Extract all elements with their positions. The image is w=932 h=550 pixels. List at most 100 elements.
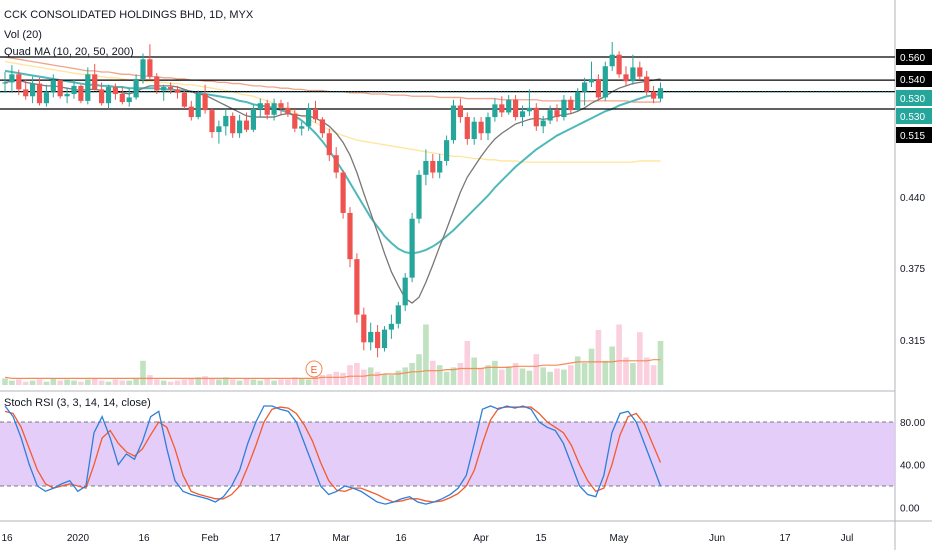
candle-body[interactable] — [50, 80, 56, 92]
candle-body[interactable] — [651, 91, 657, 99]
candle-body[interactable] — [609, 54, 615, 67]
candle-body[interactable] — [64, 93, 70, 97]
candle-body[interactable] — [347, 212, 353, 260]
candle-body[interactable] — [637, 67, 643, 77]
candle-body[interactable] — [140, 59, 146, 79]
candle-body[interactable] — [478, 121, 484, 134]
candle-body[interactable] — [657, 88, 664, 99]
candle-body[interactable] — [57, 80, 63, 97]
candle-body[interactable] — [105, 87, 112, 104]
candle-body[interactable] — [292, 113, 298, 129]
candle-body[interactable] — [388, 323, 394, 330]
candle-body[interactable] — [368, 331, 374, 343]
candle-body[interactable] — [471, 121, 477, 140]
candle-body[interactable] — [209, 110, 215, 133]
candle-body[interactable] — [78, 85, 84, 101]
candle-body[interactable] — [561, 99, 567, 118]
candle-body[interactable] — [354, 259, 360, 315]
candle-body[interactable] — [195, 93, 201, 118]
candle-body[interactable] — [437, 160, 443, 173]
candle-body[interactable] — [237, 120, 243, 134]
candle-body[interactable] — [416, 174, 422, 219]
candle-body[interactable] — [2, 82, 8, 84]
candle-body[interactable] — [375, 331, 381, 349]
candle-body[interactable] — [92, 74, 98, 90]
candlesticks[interactable] — [2, 41, 664, 358]
candle-body[interactable] — [464, 117, 470, 140]
candle-body[interactable] — [602, 66, 608, 98]
earnings-marker[interactable]: E — [305, 360, 323, 378]
candle-body[interactable] — [395, 305, 401, 324]
candle-body[interactable] — [243, 120, 250, 130]
candle-body[interactable] — [616, 54, 622, 75]
candle-body[interactable] — [181, 92, 187, 107]
candle-body[interactable] — [444, 140, 450, 161]
candle-body[interactable] — [271, 103, 277, 115]
candle-body[interactable] — [188, 106, 194, 118]
candle-body[interactable] — [126, 97, 132, 103]
candle-body[interactable] — [36, 83, 43, 104]
candle-body[interactable] — [457, 105, 463, 118]
candle-body[interactable] — [147, 59, 153, 77]
candle-body[interactable] — [582, 82, 588, 92]
candle-body[interactable] — [99, 89, 105, 104]
candle-body[interactable] — [257, 103, 263, 109]
candle-body[interactable] — [23, 89, 29, 97]
candle-body[interactable] — [43, 91, 49, 104]
candle-body[interactable] — [409, 218, 415, 278]
stoch-rsi-legend[interactable]: Stoch RSI (3, 3, 14, 14, close) — [4, 397, 151, 409]
candle-body[interactable] — [112, 87, 118, 94]
candle-body[interactable] — [133, 78, 139, 98]
candle-body[interactable] — [174, 89, 181, 93]
candle-body[interactable] — [333, 155, 339, 173]
candle-body[interactable] — [264, 103, 270, 115]
earnings-marker-circle[interactable] — [305, 360, 323, 378]
candle-body[interactable] — [381, 329, 388, 349]
candle-body[interactable] — [16, 74, 22, 90]
candle-body[interactable] — [306, 108, 312, 127]
ma-legend[interactable]: Quad MA (10, 20, 50, 200) — [4, 46, 134, 58]
candle-body[interactable] — [513, 99, 519, 118]
candle-body[interactable] — [430, 160, 436, 173]
candle-body[interactable] — [340, 172, 346, 213]
candle-body[interactable] — [319, 119, 325, 134]
candle-body[interactable] — [230, 115, 236, 134]
candle-body[interactable] — [630, 67, 636, 82]
candle-body[interactable] — [547, 110, 553, 121]
candle-body[interactable] — [568, 99, 574, 111]
candle-body[interactable] — [223, 115, 229, 127]
candle-body[interactable] — [312, 108, 319, 120]
candle-body[interactable] — [119, 93, 125, 103]
candle-body[interactable] — [278, 103, 284, 108]
volume-legend[interactable]: Vol (20) — [4, 29, 42, 41]
candle-body[interactable] — [575, 91, 581, 111]
candle-body[interactable] — [492, 104, 498, 118]
candle-body[interactable] — [554, 110, 560, 118]
candle-body[interactable] — [499, 104, 505, 113]
candle-body[interactable] — [595, 78, 601, 98]
candle-body[interactable] — [250, 108, 256, 130]
candle-body[interactable] — [161, 87, 167, 91]
candle-body[interactable] — [402, 277, 408, 306]
candle-body[interactable] — [540, 120, 546, 127]
candle-body[interactable] — [533, 107, 539, 127]
candle-body[interactable] — [588, 78, 595, 83]
candle-body[interactable] — [285, 107, 291, 114]
candle-body[interactable] — [71, 85, 77, 94]
candle-body[interactable] — [450, 105, 457, 141]
candle-body[interactable] — [299, 126, 305, 129]
candle-body[interactable] — [30, 83, 36, 97]
candle-body[interactable] — [202, 93, 208, 111]
candle-body[interactable] — [85, 74, 91, 101]
candle-body[interactable] — [506, 99, 512, 113]
candle-body[interactable] — [526, 107, 532, 112]
candle-body[interactable] — [644, 76, 650, 92]
candle-body[interactable] — [485, 117, 491, 134]
candle-body[interactable] — [326, 133, 332, 156]
candle-body[interactable] — [423, 160, 429, 175]
candle-body[interactable] — [9, 74, 15, 83]
candle-body[interactable] — [623, 74, 629, 82]
candle-body[interactable] — [154, 76, 160, 91]
candle-body[interactable] — [519, 111, 526, 118]
